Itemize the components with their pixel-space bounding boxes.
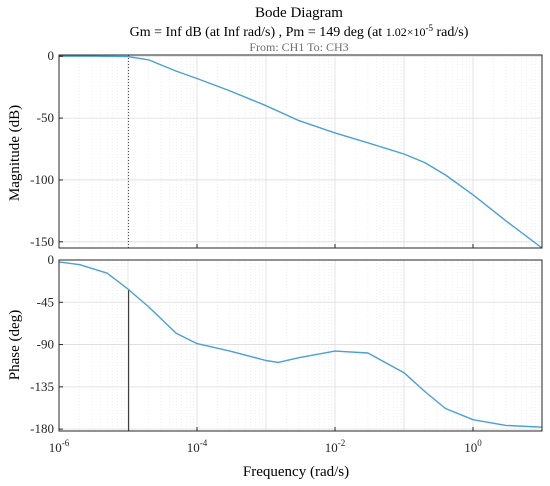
x-tick-label-base: 10 — [464, 440, 477, 455]
magnitude-axes-frame — [58, 54, 543, 249]
x-tick-label: 100 — [464, 438, 482, 455]
io-pair-label: From: CH1 To: CH3 — [249, 40, 348, 54]
x-tick-label: 10-4 — [187, 438, 208, 455]
x-tick-label: 10-6 — [49, 438, 70, 455]
magnitude-y-tick-label: -100 — [30, 172, 54, 187]
x-tick-label-base: 10 — [325, 440, 338, 455]
magnitude-plot-area — [59, 55, 542, 248]
magnitude-axis-label: Magnitude (dB) — [7, 105, 23, 201]
phase-axis-label: Phase (deg) — [7, 310, 23, 380]
magnitude-y-tick-label: -150 — [30, 234, 54, 249]
phase-response-line — [58, 261, 543, 428]
subtitle-units: rad/s) — [433, 25, 469, 40]
magnitude-y-tick-label: -50 — [37, 110, 54, 125]
chart-title: Bode Diagram — [255, 5, 343, 21]
phase-plot-area — [59, 260, 542, 431]
x-tick-label-base: 10 — [187, 440, 200, 455]
phase-y-tick-label: -90 — [37, 337, 54, 352]
subtitle-text: Gm = Inf dB (at Inf rad/s) , Pm = 149 de… — [130, 25, 386, 40]
x-tick-label-exponent: 0 — [477, 438, 482, 448]
phase-axes-frame — [58, 259, 543, 432]
magnitude-panel: 0 -50 -100 -150 — [30, 48, 543, 249]
phase-y-tick-label: -45 — [37, 294, 54, 309]
magnitude-y-tick-label: 0 — [48, 48, 55, 63]
subtitle-pm-frequency: 1.02×10 — [386, 25, 426, 39]
frequency-axis-label: Frequency (rad/s) — [243, 464, 349, 480]
x-tick-label-exponent: -2 — [338, 438, 346, 448]
phase-y-tick-label: -135 — [30, 379, 54, 394]
x-tick-label-base: 10 — [49, 440, 62, 455]
subtitle-pm-frequency-exponent: -5 — [425, 23, 433, 33]
x-tick-label-exponent: -6 — [62, 438, 70, 448]
magnitude-response-line — [59, 55, 543, 249]
chart-subtitle: Gm = Inf dB (at Inf rad/s) , Pm = 149 de… — [130, 23, 469, 40]
x-tick-label: 10-2 — [325, 438, 346, 455]
phase-y-tick-label: 0 — [48, 252, 55, 267]
phase-y-tick-label: -180 — [30, 421, 54, 436]
x-tick-label-exponent: -4 — [200, 438, 208, 448]
